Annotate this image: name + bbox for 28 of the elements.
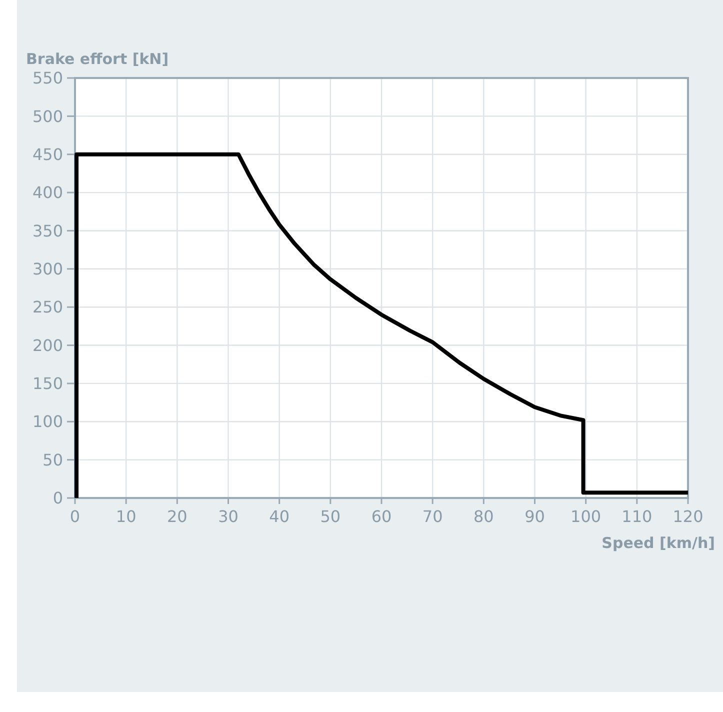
x-axis-title: Speed [km/h] xyxy=(602,534,715,552)
x-tick-label: 100 xyxy=(570,507,602,526)
y-tick-label: 150 xyxy=(32,374,63,394)
x-tick-label: 70 xyxy=(422,507,443,526)
y-tick-label: 0 xyxy=(52,488,63,508)
x-tick-label: 0 xyxy=(70,507,80,526)
x-tick-label: 50 xyxy=(320,507,341,526)
x-tick-label: 90 xyxy=(524,507,545,526)
line-series xyxy=(74,152,690,500)
x-tick-label: 20 xyxy=(166,507,188,526)
y-tick-label: 400 xyxy=(32,183,63,202)
y-tick-label: 200 xyxy=(32,336,63,355)
y-tick-label: 250 xyxy=(32,298,63,317)
x-tick-label: 30 xyxy=(218,507,238,526)
x-tick-label: 10 xyxy=(116,507,136,526)
y-tick-label: 50 xyxy=(42,450,63,470)
x-tick-label: 120 xyxy=(672,507,704,526)
x-tick-label: 110 xyxy=(622,507,652,526)
y-tick-label: 300 xyxy=(32,260,63,279)
x-tick-label: 40 xyxy=(269,507,290,526)
y-tick-label: 500 xyxy=(32,106,63,126)
y-tick-label: 100 xyxy=(32,412,63,432)
x-tick-label: 60 xyxy=(371,507,392,526)
y-tick-label: 450 xyxy=(32,144,63,164)
y-tick-label: 350 xyxy=(32,221,63,240)
x-tick-label: 80 xyxy=(473,507,494,526)
y-tick-label: 550 xyxy=(32,68,63,88)
y-axis-title: Brake effort [kN] xyxy=(26,50,169,68)
